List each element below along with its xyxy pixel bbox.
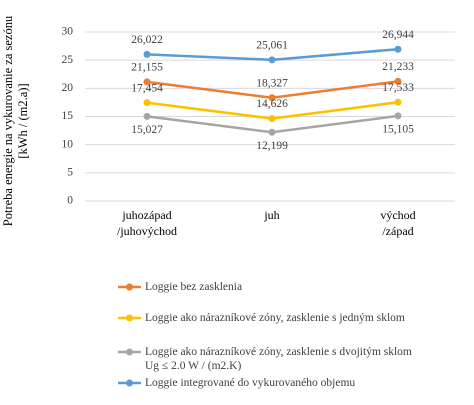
point [268,115,276,123]
data-label: 17,533 [382,82,414,94]
data-label: 25,061 [256,39,288,51]
x-tick-label: juhozápad /juhovýchod [117,208,177,238]
y-tick-label: 5 [67,166,73,178]
legend-label: Loggie bez zasklenia [145,281,243,293]
data-label: 26,944 [382,29,414,41]
y-axis-title: Potreba energie na vykurovanie za sezónu… [1,15,30,227]
point [268,56,276,64]
legend-marker [126,379,133,387]
point [143,99,151,107]
x-tick-label: juh [264,208,280,222]
point [394,77,402,85]
x-tick-label: východ /západ [380,208,416,238]
data-label: 12,199 [256,140,288,152]
point [268,128,276,136]
point [394,45,402,53]
point [394,112,402,120]
point [143,78,151,86]
data-label: 26,022 [131,34,163,46]
data-label: 17,454 [131,82,163,94]
point [394,98,402,106]
y-tick-label: 10 [62,138,74,150]
data-label: 15,027 [131,124,163,136]
legend-label: Loggie integrované do vykurovaného objem… [145,377,356,389]
legend-marker [126,348,133,356]
point [143,50,151,58]
y-tick-label: 30 [62,26,74,38]
y-tick-label: 15 [62,110,74,122]
y-tick-label: 0 [67,195,73,207]
data-label: 18,327 [256,77,288,89]
y-tick-label: 25 [62,54,74,66]
point [268,94,276,102]
legend-label: Loggie ako nárazníkové zóny, zasklenie s… [145,312,405,324]
point [143,112,151,120]
legend-label: Loggie ako nárazníkové zóny, zasklenie s… [145,346,412,372]
legend-marker [126,314,133,322]
legend-marker [126,283,133,291]
data-label: 21,233 [382,61,414,73]
data-label: 14,626 [256,98,288,110]
data-label: 21,155 [131,61,163,73]
data-label: 15,105 [382,124,414,136]
y-tick-label: 20 [62,82,74,94]
